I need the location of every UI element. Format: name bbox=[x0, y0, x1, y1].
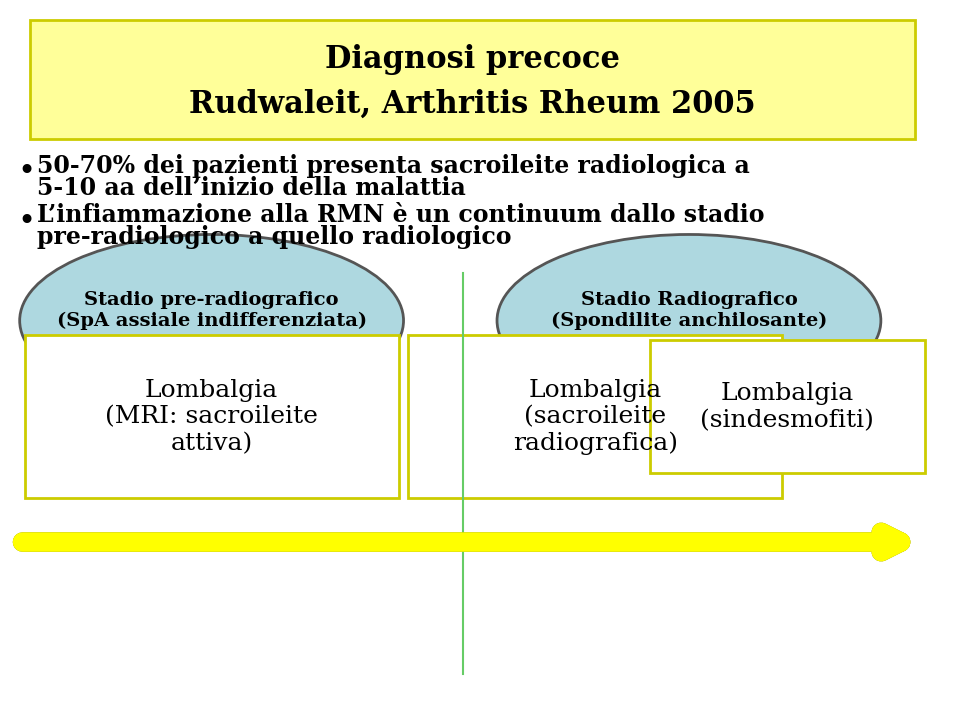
Text: Lombalgia
(sacroileite
radiografica): Lombalgia (sacroileite radiografica) bbox=[513, 379, 678, 455]
FancyArrowPatch shape bbox=[22, 532, 900, 552]
FancyBboxPatch shape bbox=[408, 335, 782, 498]
Text: •: • bbox=[17, 157, 36, 189]
Text: Rudwaleit, Arthritis Rheum 2005: Rudwaleit, Arthritis Rheum 2005 bbox=[189, 89, 756, 119]
FancyBboxPatch shape bbox=[30, 21, 915, 139]
Text: Stadio pre-radiografico
(SpA assiale indifferenziata): Stadio pre-radiografico (SpA assiale ind… bbox=[57, 291, 367, 330]
FancyBboxPatch shape bbox=[25, 335, 398, 498]
Text: pre-radiologico a quello radiologico: pre-radiologico a quello radiologico bbox=[37, 225, 512, 249]
Ellipse shape bbox=[20, 235, 403, 407]
Ellipse shape bbox=[497, 235, 881, 407]
Text: Stadio Radiografico
(Spondilite anchilosante): Stadio Radiografico (Spondilite anchilos… bbox=[551, 291, 828, 330]
Text: Lombalgia
(MRI: sacroileite
attiva): Lombalgia (MRI: sacroileite attiva) bbox=[106, 379, 318, 455]
Text: 5-10 aa dell’inizio della malattia: 5-10 aa dell’inizio della malattia bbox=[37, 176, 467, 199]
Text: Lombalgia
(sindesmofiti): Lombalgia (sindesmofiti) bbox=[701, 383, 875, 432]
Text: •: • bbox=[17, 207, 36, 237]
Text: Diagnosi precoce: Diagnosi precoce bbox=[324, 44, 620, 75]
FancyBboxPatch shape bbox=[650, 340, 925, 473]
Text: 50-70% dei pazienti presenta sacroileite radiologica a: 50-70% dei pazienti presenta sacroileite… bbox=[37, 154, 750, 178]
Text: L’infiammazione alla RMN è un continuum dallo stadio: L’infiammazione alla RMN è un continuum … bbox=[37, 203, 765, 227]
